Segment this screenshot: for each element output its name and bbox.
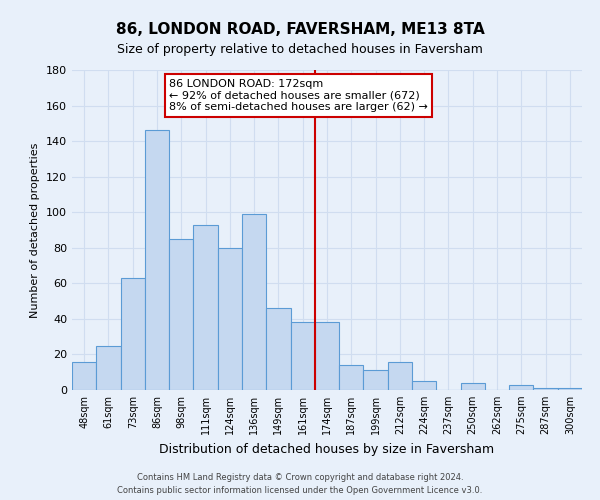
Bar — [412, 381, 436, 390]
Text: Contains HM Land Registry data © Crown copyright and database right 2024.
Contai: Contains HM Land Registry data © Crown c… — [118, 474, 482, 495]
Bar — [533, 388, 558, 390]
Bar — [339, 365, 364, 390]
Bar — [193, 224, 218, 390]
Bar — [290, 322, 315, 390]
Text: 86 LONDON ROAD: 172sqm
← 92% of detached houses are smaller (672)
8% of semi-det: 86 LONDON ROAD: 172sqm ← 92% of detached… — [169, 79, 428, 112]
Text: 86, LONDON ROAD, FAVERSHAM, ME13 8TA: 86, LONDON ROAD, FAVERSHAM, ME13 8TA — [116, 22, 484, 38]
Bar — [364, 370, 388, 390]
Bar — [315, 322, 339, 390]
Bar — [169, 239, 193, 390]
Bar — [461, 383, 485, 390]
Bar — [72, 362, 96, 390]
Y-axis label: Number of detached properties: Number of detached properties — [31, 142, 40, 318]
Bar — [242, 214, 266, 390]
Bar — [388, 362, 412, 390]
Bar — [96, 346, 121, 390]
X-axis label: Distribution of detached houses by size in Faversham: Distribution of detached houses by size … — [160, 442, 494, 456]
Bar — [121, 278, 145, 390]
Bar — [509, 384, 533, 390]
Bar — [145, 130, 169, 390]
Bar — [218, 248, 242, 390]
Bar — [558, 388, 582, 390]
Bar — [266, 308, 290, 390]
Text: Size of property relative to detached houses in Faversham: Size of property relative to detached ho… — [117, 42, 483, 56]
